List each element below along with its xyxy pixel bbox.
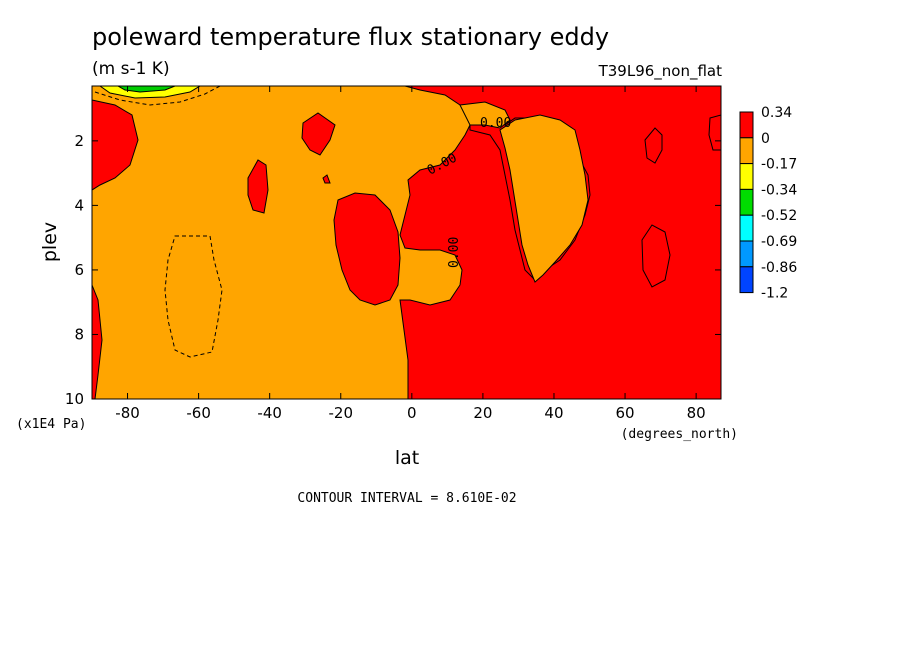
positive-blob-45s — [247, 159, 269, 214]
colorbar-label: -0.17 — [761, 157, 797, 173]
y-axis-units: (x1E4 Pa) — [16, 417, 86, 432]
colorbar-label: 0.34 — [761, 105, 792, 121]
negative-dashed-contour-60s — [164, 235, 223, 358]
plot-frame — [91, 85, 722, 400]
colorbar-label: -0.69 — [761, 234, 797, 250]
colorbar-swatch — [739, 111, 754, 139]
colorbar: 0.34 0 -0.17 -0.34 -0.52 -0.69 -0.86 -1.2 — [739, 105, 797, 302]
negative-tongue-north — [459, 101, 511, 129]
colorbar-label: 0 — [761, 131, 770, 147]
x-tick-label: -80 — [115, 404, 140, 422]
colorbar-label: -0.52 — [761, 208, 797, 224]
x-tick-label: 60 — [616, 404, 635, 422]
positive-pocket-80n-mid — [641, 224, 671, 288]
x-tick-label: -40 — [257, 404, 282, 422]
colorbar-swatch — [739, 137, 754, 165]
positive-strip-south-pole-upper — [92, 99, 139, 191]
x-axis: -80 -60 -40 -20 0 20 40 60 80 — [115, 86, 706, 422]
chart-title: poleward temperature flux stationary edd… — [92, 23, 609, 51]
y-axis-label: plev — [39, 222, 61, 262]
negative-dashed-upper — [94, 86, 221, 106]
y-tick-label: 8 — [74, 325, 84, 343]
y-axis: 2 4 6 8 10 — [65, 132, 721, 408]
y-tick-label: 10 — [65, 390, 84, 408]
strong-negative-green — [116, 86, 176, 93]
x-tick-label: -20 — [329, 404, 354, 422]
x-axis-label: lat — [395, 447, 419, 469]
x-tick-label: 40 — [544, 404, 563, 422]
y-tick-label: 4 — [74, 196, 84, 214]
x-tick-label: -60 — [186, 404, 211, 422]
y-tick-label: 6 — [74, 261, 84, 279]
positive-pocket-80n-upper — [644, 127, 663, 164]
contour-interval: CONTOUR INTERVAL = 8.610E-02 — [297, 491, 516, 506]
plot-area — [91, 85, 722, 400]
x-tick-label: 0 — [407, 404, 417, 422]
colorbar-swatch — [739, 214, 754, 242]
colorbar-swatch — [739, 266, 754, 294]
contour-label: 0.00 — [480, 116, 511, 131]
contour-label: 0.00 — [447, 237, 462, 268]
negative-tongue-mid — [499, 114, 589, 283]
positive-region-equator — [333, 192, 401, 306]
units-label: (m s-1 K) — [92, 59, 170, 79]
x-tick-label: 20 — [473, 404, 492, 422]
y-tick-label: 2 — [74, 132, 84, 150]
colorbar-swatch — [739, 163, 754, 190]
x-axis-units: (degrees_north) — [621, 427, 738, 442]
colorbar-label: -1.2 — [761, 286, 788, 302]
colorbar-swatch — [739, 188, 754, 216]
colorbar-label: -0.34 — [761, 182, 797, 198]
colorbar-label: -0.86 — [761, 260, 797, 276]
x-tick-label: 80 — [687, 404, 706, 422]
positive-strip-south-pole-lower — [92, 284, 103, 399]
positive-blob-30s — [301, 112, 336, 156]
positive-dot-25s — [322, 174, 331, 184]
run-label: T39L96_non_flat — [598, 62, 723, 81]
colorbar-swatch — [739, 240, 754, 268]
